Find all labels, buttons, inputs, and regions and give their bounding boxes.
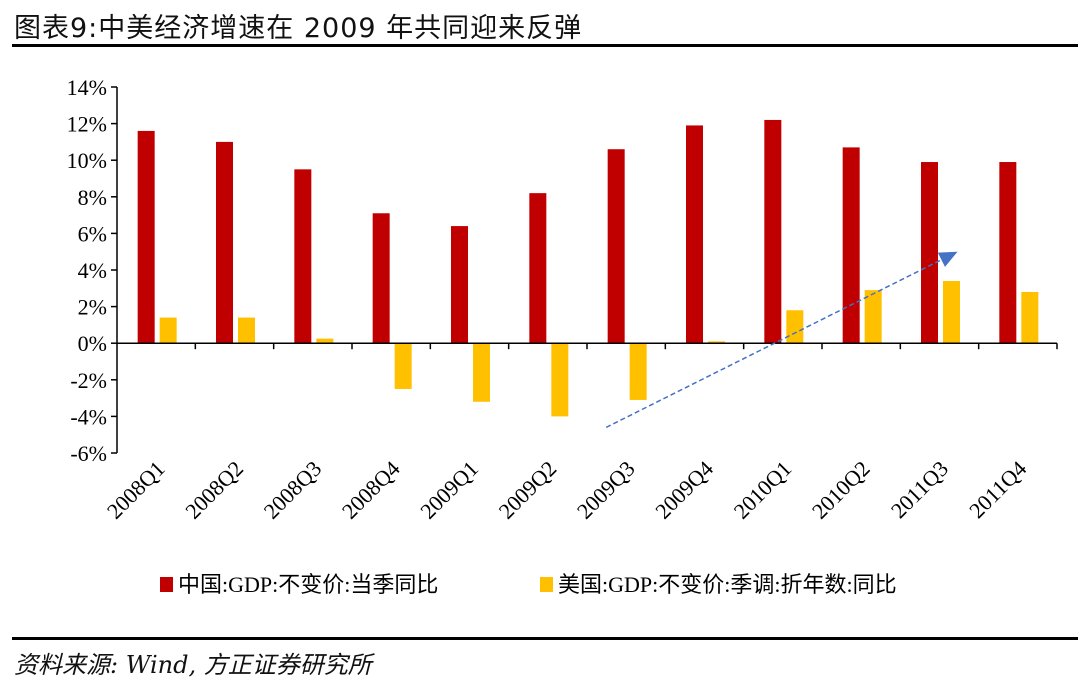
- y-tick-label: 12%: [67, 112, 107, 137]
- x-tick-label: 2008Q2: [180, 456, 248, 524]
- bar-china-2008Q3: [294, 169, 312, 344]
- source-note: 资料来源: Wind, 方正证券研究所: [14, 651, 372, 679]
- x-tick-label: 2010Q1: [729, 456, 797, 524]
- y-tick-label: -2%: [70, 368, 107, 393]
- title-divider: [12, 44, 1078, 47]
- x-tick-label: 2009Q3: [572, 456, 640, 524]
- bar-us-2008Q2: [238, 317, 255, 344]
- x-tick-label: 2009Q1: [415, 456, 483, 524]
- bar-us-2011Q4: [1021, 291, 1039, 344]
- legend-label-china: 中国:GDP:不变价:当季同比: [178, 572, 438, 597]
- bar-us-2008Q1: [159, 317, 177, 344]
- y-tick-label: 4%: [78, 258, 107, 283]
- bar-us-2011Q3: [943, 280, 960, 344]
- bar-us-2010Q1: [786, 310, 804, 344]
- bar-china-2009Q2: [529, 193, 547, 344]
- bar-china-2010Q2: [842, 147, 860, 344]
- x-tick-label: 2008Q1: [102, 456, 170, 524]
- bar-china-2008Q4: [372, 213, 390, 344]
- bar-us-2008Q4: [394, 343, 412, 389]
- bar-china-2009Q3: [607, 149, 625, 344]
- y-tick-label: -6%: [70, 441, 107, 466]
- bar-us-2009Q4: [708, 341, 725, 344]
- trend-arrow-line: [605, 259, 942, 429]
- y-tick-label: 8%: [78, 185, 107, 210]
- legend-swatch-china: [160, 577, 173, 592]
- legend-swatch-us: [540, 577, 553, 592]
- x-tick-label: 2011Q3: [886, 456, 953, 523]
- x-tick-label: 2009Q2: [494, 456, 562, 524]
- x-tick-label: 2010Q2: [807, 456, 875, 524]
- trend-arrow-head-icon: [937, 251, 958, 267]
- y-tick-label: -4%: [70, 404, 107, 429]
- y-tick-label: 0%: [78, 331, 107, 356]
- legend: 中国:GDP:不变价:当季同比 美国:GDP:不变价:季调:折年数:同比: [160, 572, 897, 597]
- axes-layer: [111, 86, 1058, 454]
- bars-layer: [137, 119, 1039, 417]
- bar-china-2009Q1: [451, 226, 468, 344]
- y-tick-label: 10%: [67, 148, 107, 173]
- bar-us-2010Q2: [864, 290, 882, 344]
- x-tick-label: 2008Q3: [259, 456, 327, 524]
- bar-china-2009Q4: [686, 125, 703, 344]
- x-tick-labels: 2008Q1 2008Q2 2008Q3 2008Q4 2009Q1 2009Q2 2009…: [102, 456, 1031, 524]
- x-tick-label: 2008Q4: [337, 456, 405, 524]
- bar-china-2008Q1: [137, 130, 155, 344]
- bar-us-2008Q3: [316, 338, 334, 344]
- bar-us-2009Q2: [551, 343, 569, 417]
- y-tick-label: 6%: [78, 221, 107, 246]
- bar-us-2009Q1: [473, 343, 490, 402]
- legend-label-us: 美国:GDP:不变价:季调:折年数:同比: [558, 572, 897, 597]
- bar-china-2010Q1: [764, 119, 782, 344]
- bar-us-2009Q3: [629, 343, 647, 400]
- chart-title: 图表9:中美经济增速在 2009 年共同迎来反弹: [14, 13, 583, 44]
- x-tick-label: 2009Q4: [650, 456, 718, 524]
- y-tick-labels: -6% -4% -2% 0% 2% 4% 6% 8% 10% 12% 14%: [67, 75, 107, 466]
- bar-china-2011Q4: [999, 162, 1017, 344]
- bar-chart: -6%-4%-2%0%2%4%6%8%10%12%14% 2008Q1 2008Q…: [67, 75, 1058, 597]
- y-tick-label: 2%: [78, 295, 107, 320]
- bar-china-2011Q3: [921, 162, 938, 344]
- source-divider: [12, 637, 1078, 640]
- trend-arrow-layer: [605, 251, 958, 429]
- y-tick-label: 14%: [67, 75, 107, 100]
- x-tick-label: 2011Q4: [964, 456, 1031, 523]
- bar-china-2008Q2: [216, 141, 233, 344]
